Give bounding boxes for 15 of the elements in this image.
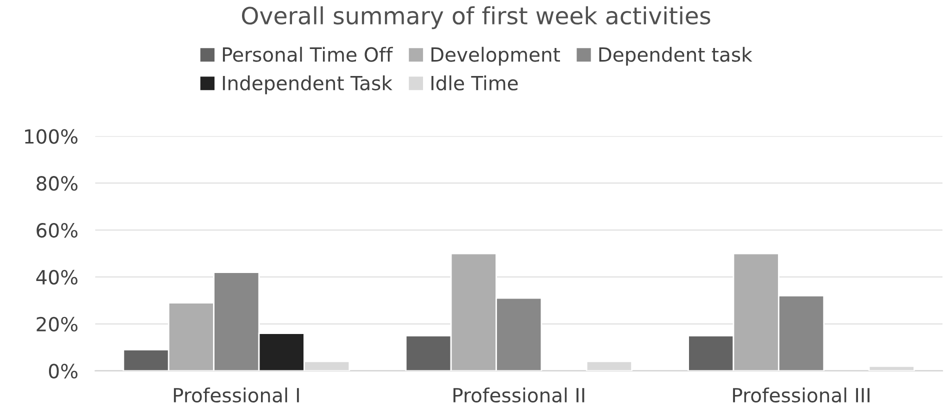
legend-label: Personal Time Off [222, 46, 393, 62]
legend-label: Idle Time [431, 75, 518, 90]
legend-label: Dependent task [599, 46, 752, 66]
y-tick-label: 0% [48, 364, 78, 378]
x-tick-label: Professional I [174, 387, 299, 403]
y-tick-label: 80% [36, 176, 78, 191]
y-tick-label: 60% [36, 222, 78, 238]
y-tick-label: 100% [25, 129, 78, 144]
y-tick-label: 40% [36, 270, 78, 285]
legend-label: Development [431, 46, 560, 66]
x-tick-label: Professional II [454, 387, 584, 403]
y-tick-label: 20% [36, 316, 78, 332]
chart-title: Overall summary of first week activities [242, 6, 710, 30]
legend-label: Independent Task [222, 75, 392, 94]
x-tick-label: Professional III [733, 387, 870, 403]
